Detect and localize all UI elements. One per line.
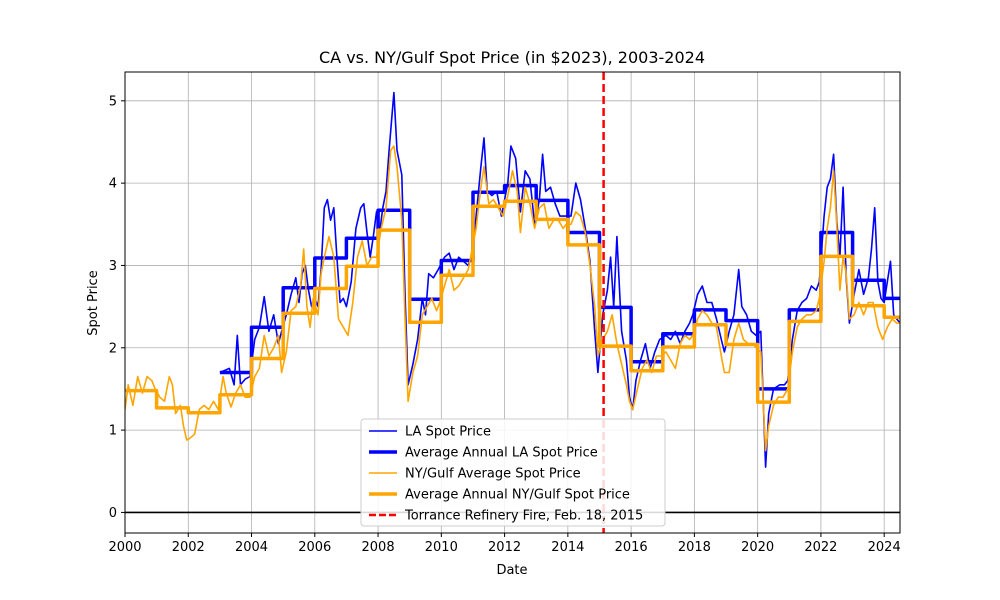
y-tick-label: 4	[109, 177, 117, 192]
x-axis: 2000 2002 2004 2006 2008 2010 2012 2014 2016 2018…	[108, 533, 901, 555]
series-average-annual-ny-gulf-spot-price	[125, 199, 900, 415]
y-tick-label: 3	[109, 259, 117, 274]
x-tick-label: 2016	[615, 540, 648, 555]
x-tick-label: 2024	[868, 540, 901, 555]
plot-frame	[124, 71, 901, 534]
legend-label: NY/Gulf Average Spot Price	[405, 467, 581, 482]
x-axis-label: Date	[496, 563, 527, 578]
legend-box	[360, 418, 666, 527]
series-la-spot-price	[219, 91, 900, 468]
legend-label: Average Annual NY/Gulf Spot Price	[405, 488, 630, 503]
x-tick-label: 2002	[172, 540, 205, 555]
y-tick-label: 5	[109, 94, 117, 109]
x-tick-label: 2008	[362, 540, 395, 555]
legend-label: Average Annual LA Spot Price	[405, 446, 598, 461]
y-tick-label: 1	[109, 424, 117, 439]
x-tick-label: 2000	[108, 540, 141, 555]
x-tick-label: 2014	[551, 540, 584, 555]
legend-label: LA Spot Price	[405, 425, 491, 440]
x-tick-label: 2012	[488, 540, 521, 555]
x-tick-label: 2018	[678, 540, 711, 555]
legend-label: Torrance Refinery Fire, Feb. 18, 2015	[404, 509, 643, 524]
y-axis-label: Spot Price	[86, 270, 101, 335]
series-group	[125, 91, 900, 468]
x-tick-label: 2020	[741, 540, 774, 555]
x-tick-label: 2010	[425, 540, 458, 555]
x-tick-label: 2006	[298, 540, 331, 555]
x-tick-label: 2022	[804, 540, 837, 555]
y-axis: 0 1 2 3 4 5	[109, 94, 125, 521]
legend: LA Spot Price Average Annual LA Spot Pric…	[360, 418, 666, 527]
chart-title: CA vs. NY/Gulf Spot Price (in $2023), 20…	[319, 48, 705, 67]
y-tick-label: 2	[109, 341, 117, 356]
x-tick-label: 2004	[235, 540, 268, 555]
y-tick-label: 0	[109, 506, 117, 521]
